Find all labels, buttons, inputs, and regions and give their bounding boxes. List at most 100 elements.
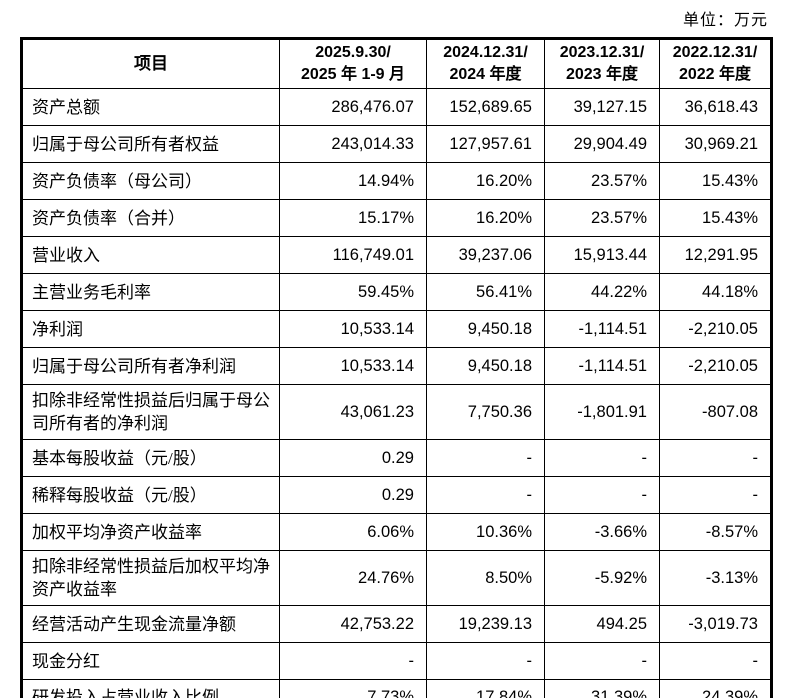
row-label: 净利润	[21, 310, 280, 348]
cell-value: 44.22%	[544, 273, 660, 311]
cell-value: -1,114.51	[544, 347, 660, 385]
table-row: 净利润 10,533.14 9,450.18 -1,114.51 -2,210.…	[21, 310, 772, 348]
cell-value: 7,750.36	[426, 384, 545, 440]
period-range-line: 2023 年度	[565, 66, 639, 83]
cell-value: -3,019.73	[659, 605, 772, 643]
cell-value: -2,210.05	[659, 347, 772, 385]
cell-value: 30,969.21	[659, 125, 772, 163]
cell-value: 0.29	[279, 476, 427, 514]
cell-value: -	[544, 439, 660, 477]
cell-value: -	[659, 439, 772, 477]
period-date-line: 2023.12.31/	[559, 44, 645, 61]
cell-value: 9,450.18	[426, 310, 545, 348]
cell-value: -8.57%	[659, 513, 772, 551]
cell-value: 24.76%	[279, 550, 427, 606]
cell-value: 127,957.61	[426, 125, 545, 163]
cell-value: -	[544, 642, 660, 680]
cell-value: 42,753.22	[279, 605, 427, 643]
table-row: 研发投入占营业收入比例 7.73% 17.84% 31.39% 24.39%	[21, 679, 772, 698]
cell-value: -	[659, 642, 772, 680]
cell-value: 9,450.18	[426, 347, 545, 385]
table-row: 营业收入 116,749.01 39,237.06 15,913.44 12,2…	[21, 236, 772, 274]
row-label: 归属于母公司所有者净利润	[21, 347, 280, 385]
table-header-row: 项目 2025.9.30/ 2025 年 1-9 月 2024.12.31/ 2…	[21, 38, 772, 89]
cell-value: -807.08	[659, 384, 772, 440]
row-label: 加权平均净资产收益率	[21, 513, 280, 551]
cell-value: 31.39%	[544, 679, 660, 698]
cell-value: 59.45%	[279, 273, 427, 311]
column-header-period-2025: 2025.9.30/ 2025 年 1-9 月	[279, 38, 427, 89]
cell-value: 15.17%	[279, 199, 427, 237]
row-label: 扣除非经常性损益后归属于母公司所有者的净利润	[21, 384, 280, 440]
cell-value: -2,210.05	[659, 310, 772, 348]
row-label: 归属于母公司所有者权益	[21, 125, 280, 163]
unit-label: 单位：万元	[682, 12, 768, 29]
cell-value: 43,061.23	[279, 384, 427, 440]
cell-value: 29,904.49	[544, 125, 660, 163]
cell-value: -3.66%	[544, 513, 660, 551]
row-label: 扣除非经常性损益后加权平均净资产收益率	[21, 550, 280, 606]
cell-value: 15,913.44	[544, 236, 660, 274]
cell-value: -3.13%	[659, 550, 772, 606]
cell-value: -	[426, 439, 545, 477]
cell-value: 39,127.15	[544, 88, 660, 126]
cell-value: 243,014.33	[279, 125, 427, 163]
cell-value: 10,533.14	[279, 310, 427, 348]
cell-value: -	[659, 476, 772, 514]
period-date-line: 2022.12.31/	[672, 44, 758, 61]
row-label: 研发投入占营业收入比例	[21, 679, 280, 698]
cell-value: 7.73%	[279, 679, 427, 698]
table-row: 扣除非经常性损益后归属于母公司所有者的净利润 43,061.23 7,750.3…	[21, 384, 772, 440]
table-row: 资产总额 286,476.07 152,689.65 39,127.15 36,…	[21, 88, 772, 126]
cell-value: 12,291.95	[659, 236, 772, 274]
cell-value: 10.36%	[426, 513, 545, 551]
row-label: 资产负债率（母公司）	[21, 162, 280, 200]
cell-value: -1,114.51	[544, 310, 660, 348]
table-row: 资产负债率（母公司） 14.94% 16.20% 23.57% 15.43%	[21, 162, 772, 200]
column-header-period-2023: 2023.12.31/ 2023 年度	[544, 38, 660, 89]
cell-value: 286,476.07	[279, 88, 427, 126]
table-row: 现金分红 - - - -	[21, 642, 772, 680]
column-header-item: 项目	[21, 38, 280, 89]
cell-value: 15.43%	[659, 199, 772, 237]
cell-value: -	[279, 642, 427, 680]
row-label: 稀释每股收益（元/股）	[21, 476, 280, 514]
period-range-line: 2025 年 1-9 月	[300, 66, 406, 83]
column-header-period-2022: 2022.12.31/ 2022 年度	[659, 38, 772, 89]
row-label: 现金分红	[21, 642, 280, 680]
cell-value: 44.18%	[659, 273, 772, 311]
table-row: 稀释每股收益（元/股） 0.29 - - -	[21, 476, 772, 514]
cell-value: 23.57%	[544, 162, 660, 200]
cell-value: 6.06%	[279, 513, 427, 551]
cell-value: 15.43%	[659, 162, 772, 200]
cell-value: 16.20%	[426, 199, 545, 237]
cell-value: 36,618.43	[659, 88, 772, 126]
cell-value: 116,749.01	[279, 236, 427, 274]
table-row: 资产负债率（合并） 15.17% 16.20% 23.57% 15.43%	[21, 199, 772, 237]
cell-value: 494.25	[544, 605, 660, 643]
cell-value: 10,533.14	[279, 347, 427, 385]
cell-value: 14.94%	[279, 162, 427, 200]
table-row: 加权平均净资产收益率 6.06% 10.36% -3.66% -8.57%	[21, 513, 772, 551]
table-row: 归属于母公司所有者权益 243,014.33 127,957.61 29,904…	[21, 125, 772, 163]
table-row: 经营活动产生现金流量净额 42,753.22 19,239.13 494.25 …	[21, 605, 772, 643]
period-date-line: 2024.12.31/	[443, 44, 528, 61]
period-range-line: 2022 年度	[678, 66, 752, 83]
row-label: 资产总额	[21, 88, 280, 126]
row-label: 主营业务毛利率	[21, 273, 280, 311]
cell-value: -1,801.91	[544, 384, 660, 440]
cell-value: 19,239.13	[426, 605, 545, 643]
row-label: 基本每股收益（元/股）	[21, 439, 280, 477]
table-row: 归属于母公司所有者净利润 10,533.14 9,450.18 -1,114.5…	[21, 347, 772, 385]
cell-value: -	[426, 642, 545, 680]
cell-value: -	[426, 476, 545, 514]
table-row: 扣除非经常性损益后加权平均净资产收益率 24.76% 8.50% -5.92% …	[21, 550, 772, 606]
row-label: 经营活动产生现金流量净额	[21, 605, 280, 643]
cell-value: 39,237.06	[426, 236, 545, 274]
cell-value: 17.84%	[426, 679, 545, 698]
cell-value: 24.39%	[659, 679, 772, 698]
table-row: 基本每股收益（元/股） 0.29 - - -	[21, 439, 772, 477]
row-label: 营业收入	[21, 236, 280, 274]
cell-value: 0.29	[279, 439, 427, 477]
